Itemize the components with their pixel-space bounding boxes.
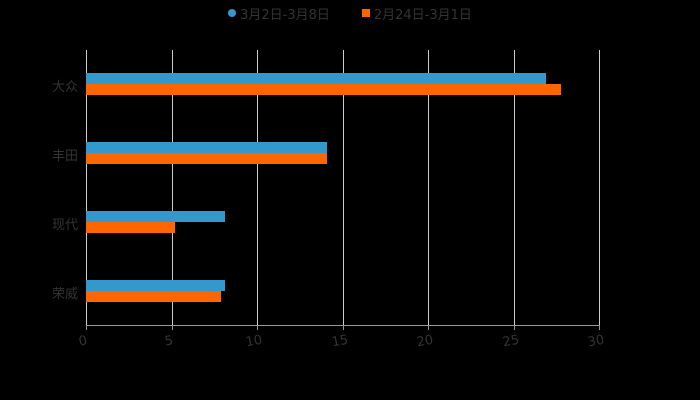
x-tick [342,325,344,330]
gridline [513,50,515,325]
legend-label: 2月24日-3月1日 [373,7,472,23]
plot-area [86,50,600,325]
x-tick-label: 25 [501,332,520,351]
x-tick-label: 15 [330,332,349,351]
legend-item-series-1[interactable]: 3月2日-3月8日 [228,4,330,23]
category-label: 荣威 [51,287,78,302]
bar[interactable] [86,280,225,291]
x-tick [257,325,258,330]
legend-item-series-2[interactable]: 2月24日-3月1日 [361,4,472,23]
gridline [86,50,87,325]
gridline [257,50,258,325]
x-tick [599,325,600,330]
bar[interactable] [86,73,546,84]
x-tick [86,325,87,330]
category-label: 大众 [51,80,78,95]
category-label: 现代 [51,218,78,233]
gridline [171,50,173,325]
x-tick [428,325,429,330]
x-tick-label: 30 [586,332,606,351]
x-tick-label: 0 [77,333,89,350]
bar[interactable] [86,84,562,95]
gridline [599,50,600,325]
gridline [342,50,344,325]
legend-label: 3月2日-3月8日 [240,7,330,23]
x-tick [171,325,173,330]
chart-legend: 3月2日-3月8日 2月24日-3月1日 [0,4,700,23]
bar[interactable] [86,142,328,153]
gridline [428,50,429,325]
x-tick [513,325,515,330]
x-tick-label: 20 [415,332,435,351]
square-marker-icon [361,9,370,17]
bar[interactable] [86,222,175,233]
bar[interactable] [86,291,222,302]
x-tick-label: 10 [244,332,264,351]
x-tick-label: 5 [163,333,174,350]
bar[interactable] [86,153,328,164]
category-label: 丰田 [51,149,78,164]
circle-marker-icon [228,9,237,17]
bar[interactable] [86,211,225,222]
